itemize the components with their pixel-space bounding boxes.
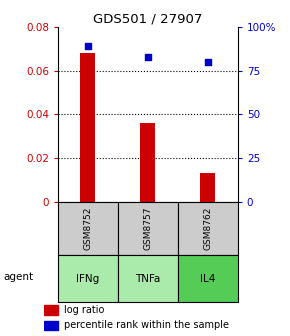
Text: percentile rank within the sample: percentile rank within the sample [64, 321, 229, 330]
Text: IFNg: IFNg [76, 274, 99, 284]
Bar [118, 255, 178, 302]
Text: log ratio: log ratio [64, 305, 105, 315]
Point [206, 59, 210, 65]
Bar [118, 202, 178, 255]
Text: IL4: IL4 [200, 274, 215, 284]
Bar [178, 202, 238, 255]
Bar [58, 202, 118, 255]
Text: GSM8757: GSM8757 [143, 207, 153, 250]
Bar [178, 255, 238, 302]
Text: GSM8752: GSM8752 [84, 207, 93, 250]
Point [146, 54, 150, 59]
Bar [44, 321, 58, 330]
Title: GDS501 / 27907: GDS501 / 27907 [93, 13, 203, 26]
Bar [44, 305, 58, 315]
Bar [200, 173, 215, 202]
Text: TNFa: TNFa [135, 274, 161, 284]
Bar [140, 123, 155, 202]
Point [86, 43, 90, 49]
Text: agent: agent [3, 272, 33, 282]
Bar [80, 53, 95, 202]
Text: GSM8762: GSM8762 [203, 207, 212, 250]
Bar [58, 255, 118, 302]
